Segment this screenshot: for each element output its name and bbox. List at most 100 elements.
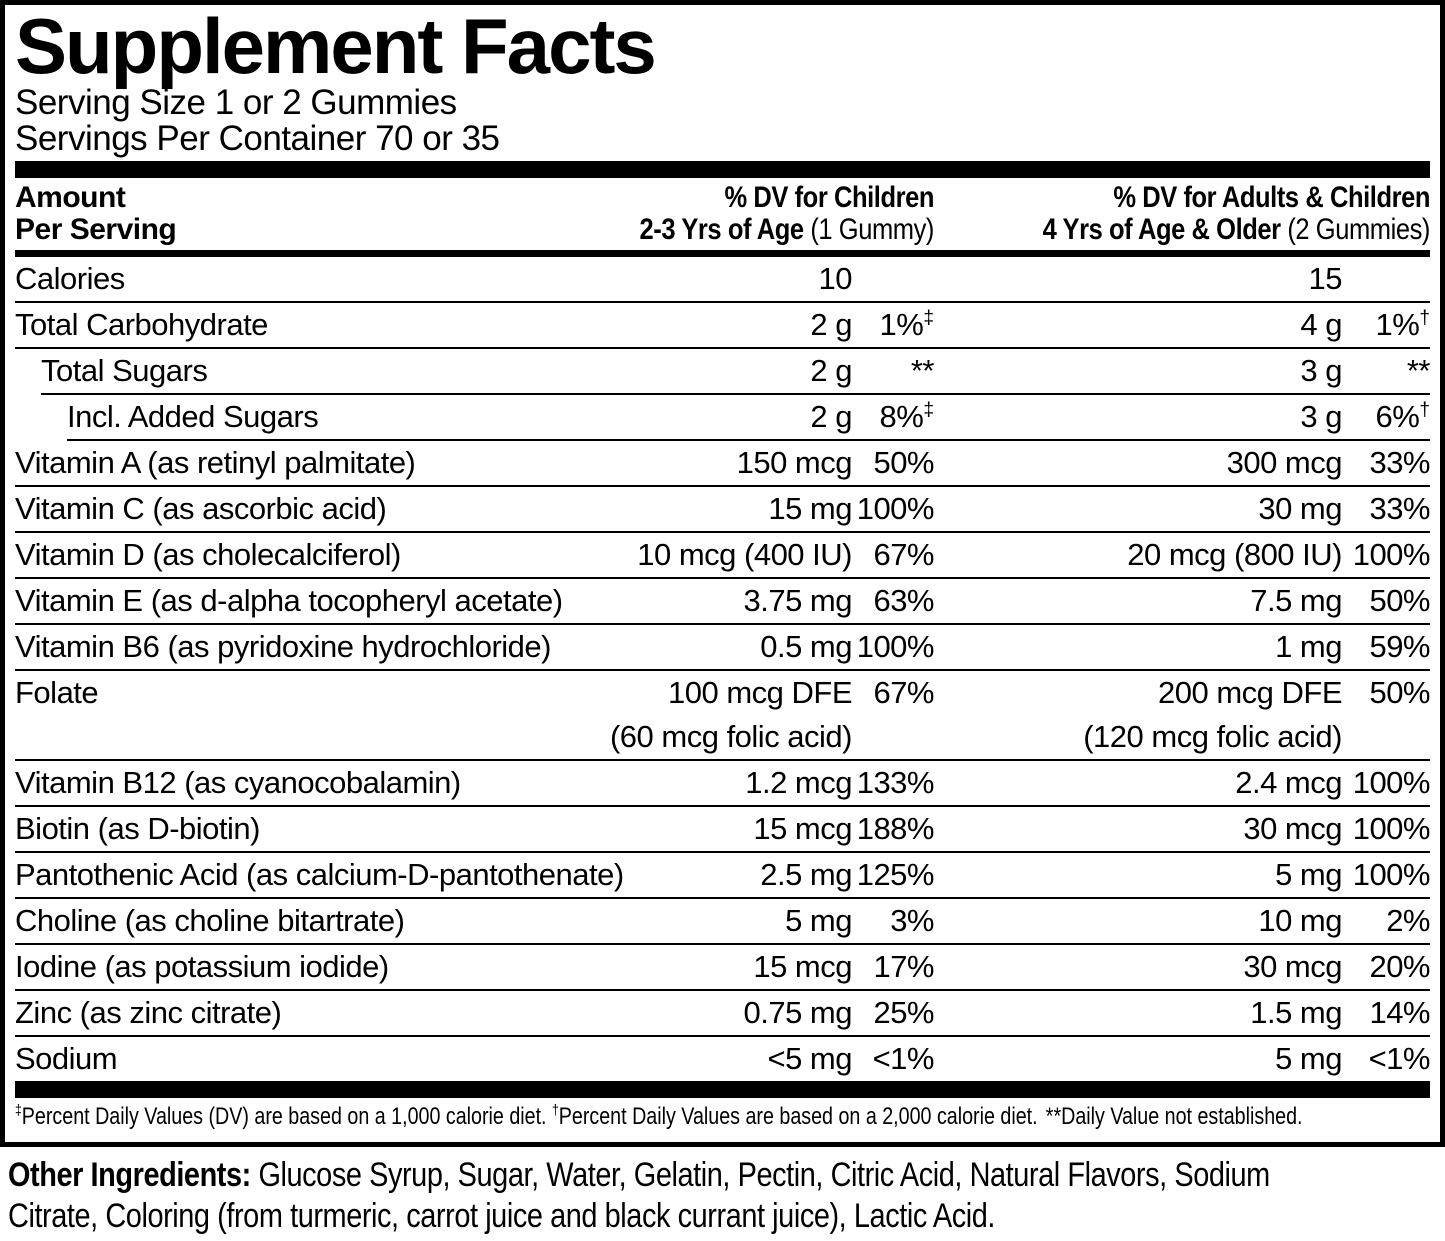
table-header: Amount Per Serving % DV for Children 2-3…	[15, 180, 1430, 248]
column-header-amount: Amount Per Serving	[15, 182, 1430, 246]
dv-percent-value: 100%	[1352, 765, 1431, 800]
amount-value: 4 g	[1300, 307, 1342, 342]
amount-value: <5 mg	[767, 1041, 852, 1076]
amount-value: 0.75 mg	[743, 995, 852, 1030]
dv-percent-value: 17%	[873, 949, 934, 984]
amount-value: 3 g	[1300, 353, 1342, 388]
nutrient-name: Vitamin A (as retinyl palmitate)	[15, 445, 416, 480]
dv-percent-value: 67%	[873, 675, 934, 710]
divider-heavy-top	[15, 161, 1430, 178]
children-serving-note: (1 Gummy)	[810, 213, 934, 246]
dv-percent-value: 100%	[1352, 537, 1431, 572]
other-ingredients-text1: Glucose Syrup, Sugar, Water, Gelatin, Pe…	[258, 1156, 1270, 1194]
amount-value-secondary: (120 mcg folic acid)	[1083, 719, 1342, 754]
adults-dv-percent: 100%	[1342, 761, 1431, 805]
adults-dv-percent: 33%	[1342, 441, 1430, 485]
adults-dv-percent: 14%	[1342, 991, 1430, 1035]
dv-footnote-symbol: †	[1419, 399, 1430, 421]
adults-amount: 30 mcg	[934, 945, 1342, 989]
adults-dv-percent: **	[1342, 349, 1431, 393]
adults-dv-percent: 6%†	[1342, 395, 1431, 439]
table-row: Total Sugars 2 g ** 3 g **	[41, 349, 1431, 395]
dv-percent-value: **	[1406, 353, 1431, 388]
amount-value: 1 mg	[1275, 629, 1342, 664]
dv-percent-value: 50%	[873, 445, 934, 480]
amount-value: 15 mcg	[753, 811, 852, 846]
table-row: Vitamin D (as cholecalciferol) 10 mcg (40…	[15, 533, 1431, 579]
adults-amount: 7.5 mg	[934, 579, 1342, 623]
divider-heavy-bottom	[15, 1081, 1430, 1098]
table-row: Zinc (as zinc citrate) 0.75 mg 25% 1.5 mg 14…	[15, 991, 1430, 1037]
dv-percent-value: 3%	[890, 903, 934, 938]
dv-footnote-symbol: ‡	[923, 307, 934, 329]
children-dv-percent: <1%	[852, 1037, 935, 1081]
children-dv-percent: 67%	[852, 671, 934, 715]
children-amount: 0.75 mg	[522, 991, 852, 1035]
other-ingredients: Other Ingredients: Glucose Syrup, Sugar,…	[8, 1155, 1437, 1237]
adults-dv-percent: 100%	[1342, 807, 1431, 851]
table-row: Vitamin A (as retinyl palmitate) 150 mcg 5…	[15, 441, 1430, 487]
dv-percent-value: 50%	[1369, 583, 1430, 618]
adults-dv-percent: 100%	[1342, 533, 1431, 577]
amount-value: 150 mcg	[736, 445, 853, 480]
nutrient-name: Vitamin D (as cholecalciferol)	[15, 537, 401, 572]
nutrient-name: Iodine (as potassium iodide)	[15, 949, 389, 984]
children-dv-percent: 1%‡	[852, 303, 935, 347]
amount-value: 3 g	[1300, 399, 1342, 434]
children-dv-percent: 100%	[852, 625, 935, 669]
amount-value: 10 mg	[1258, 903, 1342, 938]
dv-percent-value: 133%	[856, 765, 935, 800]
table-row: Calories 10 15	[15, 257, 1430, 303]
adults-serving-note: (2 Gummies)	[1287, 213, 1430, 246]
amount-header-line2: Per Serving	[15, 213, 177, 246]
amount-value: 5 mg	[1275, 1041, 1342, 1076]
amount-value: 100 mcg DFE	[667, 675, 853, 710]
table-row: Vitamin B12 (as cyanocobalamin) 1.2 mcg 13…	[15, 761, 1431, 807]
adults-dv-percent: 100%	[1342, 853, 1431, 897]
dv-percent-value: 20%	[1369, 949, 1430, 984]
dv-percent-value: 100%	[856, 491, 935, 526]
nutrient-name: Vitamin C (as ascorbic acid)	[15, 491, 387, 526]
amount-value: 10	[818, 261, 853, 296]
footnote-children-diet: Percent Daily Values (DV) are based on a…	[21, 1103, 552, 1130]
amount-value: 1.5 mg	[1250, 995, 1342, 1030]
adults-amount: 3 g	[934, 395, 1342, 439]
children-amount: 5 mg	[522, 899, 852, 943]
dv-percent-value: 100%	[1352, 811, 1431, 846]
children-age-range: 2-3 Yrs of Age	[639, 213, 805, 246]
dv-percent-value: 33%	[1369, 445, 1430, 480]
children-amount: <5 mg	[522, 1037, 852, 1081]
adults-amount: 15	[934, 257, 1343, 301]
table-row: Folate 100 mcg DFE (60 mcg folic acid) 67% 2…	[15, 671, 1430, 761]
children-header-line2: 2-3 Yrs of Age (1 Gummy)	[407, 213, 935, 246]
adults-dv-percent: 33%	[1342, 487, 1430, 531]
children-dv-percent: 188%	[852, 807, 935, 851]
amount-value: 7.5 mg	[1250, 583, 1342, 618]
footnote-dv-not-established: **Daily Value not established.	[1045, 1103, 1303, 1130]
nutrient-name: Folate	[15, 675, 99, 710]
other-ingredients-line2: Citrate, Coloring (from turmeric, carrot…	[8, 1196, 1223, 1237]
dv-footnote-symbol: †	[1419, 307, 1430, 329]
nutrient-name: Incl. Added Sugars	[67, 399, 319, 434]
adults-dv-percent: 2%	[1342, 899, 1430, 943]
footnote: ‡Percent Daily Values (DV) are based on …	[15, 1098, 1303, 1142]
amount-value: 10 mcg (400 IU)	[637, 537, 852, 572]
amount-value: 15	[1308, 261, 1343, 296]
dv-percent-value: <1%	[1368, 1041, 1431, 1076]
dv-percent-value: 2%	[1386, 903, 1430, 938]
amount-value: 300 mcg	[1226, 445, 1343, 480]
nutrient-name: Total Carbohydrate	[15, 307, 268, 342]
amount-value: 3.75 mg	[743, 583, 852, 618]
panel-title: Supplement Facts	[15, 2, 657, 90]
dv-percent-value: 33%	[1369, 491, 1430, 526]
amount-value: 0.5 mg	[760, 629, 852, 664]
other-ingredients-text2: Citrate, Coloring (from turmeric, carrot…	[8, 1197, 995, 1235]
dv-percent-value: 14%	[1369, 995, 1430, 1030]
adults-dv-percent: 1%†	[1342, 303, 1431, 347]
table-row: Choline (as choline bitartrate) 5 mg 3% 10 …	[15, 899, 1430, 945]
dv-percent-value: 1%	[879, 307, 924, 342]
table-row: Sodium <5 mg <1% 5 mg <1%	[15, 1037, 1431, 1081]
children-dv-percent: 133%	[852, 761, 935, 805]
